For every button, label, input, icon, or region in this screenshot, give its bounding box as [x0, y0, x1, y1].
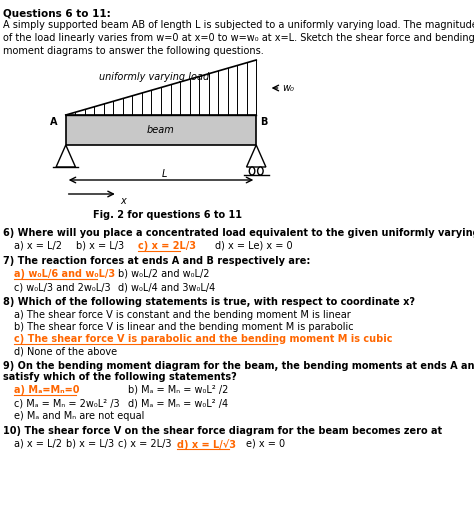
- Text: beam: beam: [147, 125, 175, 135]
- Text: c) w₀L/3 and 2w₀L/3: c) w₀L/3 and 2w₀L/3: [14, 282, 110, 292]
- Text: Fig. 2 for questions 6 to 11: Fig. 2 for questions 6 to 11: [93, 210, 242, 220]
- Text: a) w₀L/6 and w₀L/3: a) w₀L/6 and w₀L/3: [14, 269, 115, 279]
- Text: B: B: [260, 117, 267, 127]
- Text: x: x: [120, 196, 126, 206]
- Text: 7) The reaction forces at ends A and B respectively are:: 7) The reaction forces at ends A and B r…: [3, 256, 311, 266]
- Polygon shape: [246, 145, 266, 167]
- Text: b) x = L/3: b) x = L/3: [66, 439, 114, 449]
- Text: b) x = L/3: b) x = L/3: [76, 241, 124, 251]
- Text: 8) Which of the following statements is true, with respect to coordinate x?: 8) Which of the following statements is …: [3, 297, 416, 307]
- Text: d) w₀L/4 and 3w₀L/4: d) w₀L/4 and 3w₀L/4: [118, 282, 215, 292]
- Text: b) w₀L/2 and w₀L/2: b) w₀L/2 and w₀L/2: [118, 269, 209, 279]
- Polygon shape: [56, 145, 75, 167]
- Polygon shape: [66, 115, 256, 145]
- Text: d) Mₐ = Mₙ = w₀L² /4: d) Mₐ = Mₙ = w₀L² /4: [128, 398, 228, 408]
- Circle shape: [257, 167, 263, 175]
- Text: d) None of the above: d) None of the above: [14, 346, 117, 356]
- Text: a) x = L/2: a) x = L/2: [14, 439, 62, 449]
- Text: uniformly varying load: uniformly varying load: [99, 72, 209, 82]
- Text: 6) Where will you place a concentrated load equivalent to the given uniformly va: 6) Where will you place a concentrated l…: [3, 228, 474, 238]
- Text: 9) On the bending moment diagram for the beam, the bending moments at ends A and: 9) On the bending moment diagram for the…: [3, 361, 474, 371]
- Text: b) Mₐ = Mₙ = w₀L² /2: b) Mₐ = Mₙ = w₀L² /2: [128, 385, 228, 395]
- Text: a) Mₐ=Mₙ=0: a) Mₐ=Mₙ=0: [14, 385, 79, 395]
- Text: c) x = 2L/3: c) x = 2L/3: [138, 241, 197, 251]
- Text: a) The shear force V is constant and the bending moment M is linear: a) The shear force V is constant and the…: [14, 310, 351, 320]
- Text: c) Mₐ = Mₙ = 2w₀L² /3: c) Mₐ = Mₙ = 2w₀L² /3: [14, 398, 119, 408]
- Circle shape: [249, 167, 255, 175]
- Text: e) x = 0: e) x = 0: [246, 439, 285, 449]
- Text: w₀: w₀: [282, 83, 294, 93]
- Text: L: L: [162, 169, 167, 179]
- Text: A: A: [50, 117, 57, 127]
- Text: Questions 6 to 11:: Questions 6 to 11:: [3, 8, 111, 18]
- Text: d) x = L/√3: d) x = L/√3: [177, 439, 236, 450]
- Text: a) x = L/2: a) x = L/2: [14, 241, 62, 251]
- Text: c) The shear force V is parabolic and the bending moment M is cubic: c) The shear force V is parabolic and th…: [14, 334, 392, 344]
- Text: 10) The shear force V on the shear force diagram for the beam becomes zero at: 10) The shear force V on the shear force…: [3, 426, 443, 436]
- Text: A simply supported beam AB of length L is subjected to a uniformly varying load.: A simply supported beam AB of length L i…: [3, 20, 474, 57]
- Text: b) The shear force V is linear and the bending moment M is parabolic: b) The shear force V is linear and the b…: [14, 322, 354, 332]
- Text: satisfy which of the following statements?: satisfy which of the following statement…: [3, 372, 237, 382]
- Text: d) x = Le) x = 0: d) x = Le) x = 0: [215, 241, 292, 251]
- Text: e) Mₐ and Mₙ are not equal: e) Mₐ and Mₙ are not equal: [14, 411, 144, 421]
- Text: c) x = 2L/3: c) x = 2L/3: [118, 439, 171, 449]
